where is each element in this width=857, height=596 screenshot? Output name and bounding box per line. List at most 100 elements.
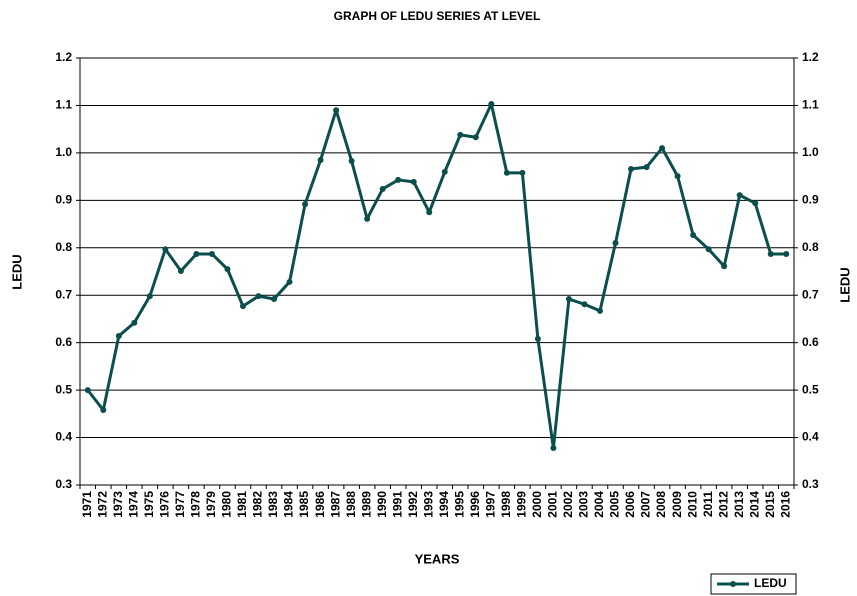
point	[379, 185, 386, 192]
x-tick-label: 1972	[95, 491, 109, 518]
y-tick-label: 1.0	[55, 145, 72, 159]
x-tick-label: 1973	[111, 491, 125, 518]
y2-tick-label: 0.8	[802, 240, 819, 254]
x-tick-label: 1996	[468, 491, 482, 518]
point	[690, 231, 697, 238]
x-tick-label: 1997	[483, 491, 497, 518]
x-tick-label: 1983	[266, 491, 280, 518]
x-tick-label: 1979	[204, 491, 218, 518]
point	[674, 173, 681, 180]
x-tick-label: 1988	[344, 491, 358, 518]
x-tick-label: 2001	[546, 491, 560, 518]
point	[162, 246, 169, 253]
point	[783, 250, 790, 257]
x-tick-label: 2008	[654, 491, 668, 518]
y-tick-label: 0.7	[55, 287, 72, 301]
y2-tick-label: 1.2	[802, 50, 819, 64]
x-tick-label: 1991	[390, 491, 404, 518]
y-tick-label: 0.4	[55, 430, 72, 444]
y2-tick-label: 0.9	[802, 193, 819, 207]
x-tick-label: 2002	[561, 491, 575, 518]
point	[317, 157, 324, 164]
y-tick-label: 0.9	[55, 193, 72, 207]
chart-title: GRAPH OF LEDU SERIES AT LEVEL	[334, 9, 541, 23]
x-tick-label: 2010	[685, 491, 699, 518]
point	[131, 319, 138, 326]
point	[426, 209, 433, 216]
point	[628, 166, 635, 173]
point	[472, 134, 479, 141]
point	[208, 250, 215, 257]
point	[550, 444, 557, 451]
point	[193, 250, 200, 257]
point	[488, 101, 495, 108]
x-tick-label: 2006	[623, 491, 637, 518]
y2-tick-label: 0.4	[802, 430, 819, 444]
y2-tick-label: 0.6	[802, 335, 819, 349]
x-tick-label: 1980	[220, 491, 234, 518]
point	[115, 333, 122, 340]
x-tick-label: 1999	[515, 491, 529, 518]
x-tick-label: 1984	[282, 491, 296, 518]
point	[239, 303, 246, 310]
x-tick-label: 1981	[235, 491, 249, 518]
x-tick-label: 2014	[747, 491, 761, 518]
legend-box	[710, 573, 797, 595]
y2-tick-label: 0.7	[802, 287, 819, 301]
y-tick-label: 0.5	[55, 382, 72, 396]
point	[286, 278, 293, 285]
point	[643, 164, 650, 171]
x-tick-label: 1982	[251, 491, 265, 518]
x-axis-title: YEARS	[415, 551, 460, 566]
point	[457, 131, 464, 138]
point	[705, 246, 712, 253]
x-tick-label: 1974	[126, 491, 140, 518]
point	[177, 268, 184, 275]
point	[721, 263, 728, 270]
point	[84, 387, 91, 394]
x-tick-label: 1989	[359, 491, 373, 518]
x-tick-label: 2005	[608, 491, 622, 518]
point	[146, 293, 153, 300]
point	[581, 301, 588, 308]
x-tick-label: 1994	[437, 491, 451, 518]
legend-marker	[730, 581, 736, 587]
y-tick-label: 0.8	[55, 240, 72, 254]
point	[364, 215, 371, 222]
y-axis-title: LEDU	[9, 254, 24, 289]
point	[565, 296, 572, 303]
x-tick-label: 1998	[499, 491, 513, 518]
point	[519, 169, 526, 176]
x-tick-label: 2011	[701, 491, 715, 517]
point	[333, 107, 340, 114]
x-tick-label: 2000	[530, 491, 544, 518]
y2-axis-title: LEDU	[837, 267, 852, 302]
x-tick-label: 1976	[158, 491, 172, 518]
point	[612, 240, 619, 247]
x-tick-label: 1978	[189, 491, 203, 518]
y2-tick-label: 1.0	[802, 145, 819, 159]
point	[736, 192, 743, 199]
x-tick-label: 1986	[313, 491, 327, 518]
x-tick-label: 2003	[577, 491, 591, 518]
point	[302, 201, 309, 208]
x-tick-label: 1993	[421, 491, 435, 518]
x-tick-label: 1990	[375, 491, 389, 518]
y2-tick-label: 0.5	[802, 382, 819, 396]
y2-tick-label: 0.3	[802, 477, 819, 491]
y-tick-label: 0.6	[55, 335, 72, 349]
point	[534, 335, 541, 342]
y-tick-label: 1.1	[55, 98, 72, 112]
x-tick-label: 1987	[328, 491, 342, 518]
x-tick-label: 2007	[639, 491, 653, 518]
x-tick-label: 1985	[297, 491, 311, 518]
y-tick-label: 1.2	[55, 50, 72, 64]
x-tick-label: 2015	[763, 491, 777, 518]
point	[767, 250, 774, 257]
line	[86, 102, 787, 450]
point	[395, 176, 402, 183]
point	[271, 296, 278, 303]
point	[410, 178, 417, 185]
point	[659, 145, 666, 152]
